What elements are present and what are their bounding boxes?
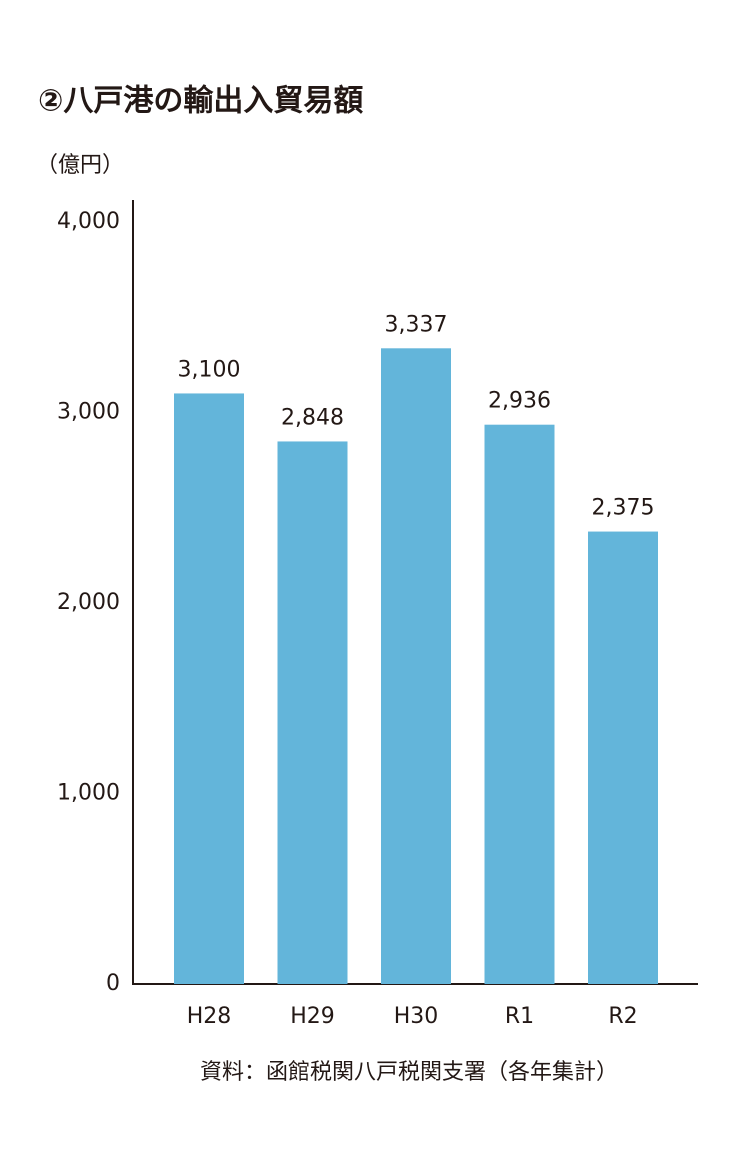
value-label: 3,337 [385,312,448,337]
y-tick-label: 2,000 [57,590,120,615]
value-label: 2,848 [281,405,344,430]
y-axis-label: （億円） [36,153,124,178]
bar [484,424,555,984]
source-note: 資料：函館税関八戸税関支署（各年集計） [200,1060,618,1085]
x-tick-label: R2 [608,1004,637,1029]
chart-title: ②八戸港の輸出入貿易額 [38,84,363,119]
y-tick-label: 4,000 [57,209,120,234]
bar [174,393,244,984]
x-tick-label: R1 [505,1004,534,1029]
y-tick-label: 1,000 [57,781,120,806]
bar [588,531,658,984]
bar [381,348,451,984]
value-label: 2,936 [488,389,551,414]
bar [277,441,348,984]
value-label: 2,375 [592,496,655,521]
x-tick-label: H30 [394,1004,439,1029]
x-tick-label: H28 [187,1004,232,1029]
y-tick-label: 3,000 [57,400,120,425]
y-tick-label: 0 [106,971,120,996]
value-label: 3,100 [178,357,241,382]
x-tick-label: H29 [290,1004,335,1029]
